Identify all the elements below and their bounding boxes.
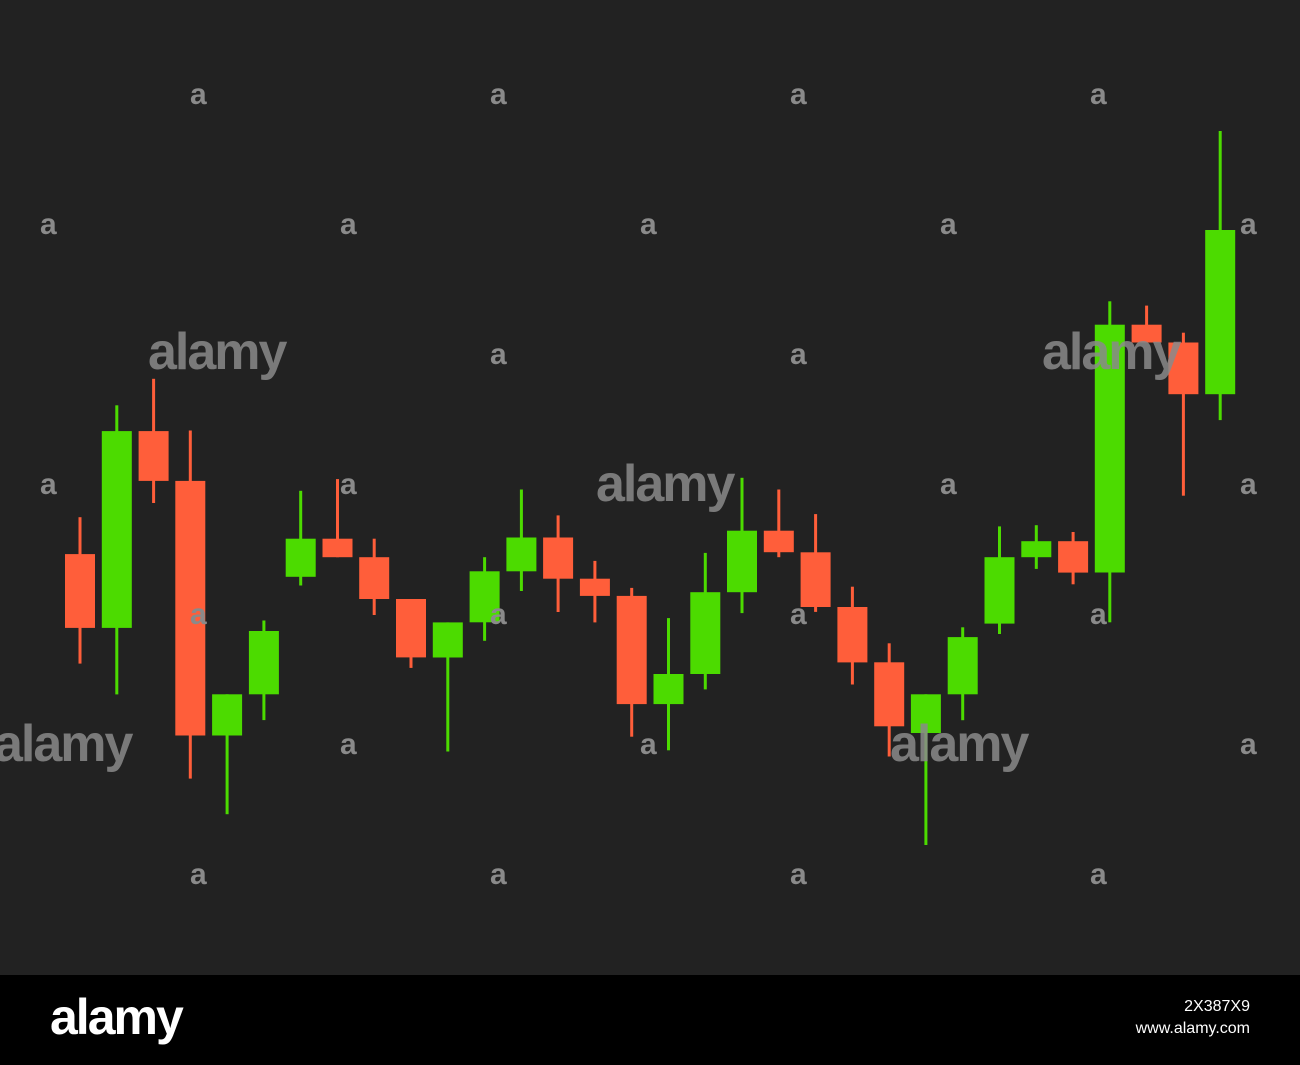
candle xyxy=(616,587,647,737)
footer-site: www.alamy.com xyxy=(1135,1020,1250,1037)
candle-wick xyxy=(1145,305,1149,343)
candle-body xyxy=(837,607,868,663)
candle-body xyxy=(579,578,610,596)
candle-wick xyxy=(299,490,303,586)
footer-bar: alamy 2X387X9 www.alamy.com xyxy=(0,975,1300,1065)
candle xyxy=(212,694,243,815)
candle-body xyxy=(947,637,978,695)
candle xyxy=(1094,301,1125,623)
candle-body xyxy=(101,431,132,628)
candle-body xyxy=(543,537,574,579)
candle xyxy=(984,526,1015,634)
candle-wick xyxy=(225,694,229,815)
candle-wick xyxy=(1181,332,1185,496)
candle xyxy=(579,560,610,623)
candle-body xyxy=(616,595,647,705)
chart-area: a a a a a a a a a a a a a a a a a a a a … xyxy=(0,0,1300,975)
candle-body xyxy=(1168,342,1199,395)
candle xyxy=(1058,532,1089,585)
candlestick-chart xyxy=(65,131,1236,845)
candle-body xyxy=(800,552,831,607)
candle xyxy=(396,599,426,668)
candle xyxy=(432,622,463,752)
candle xyxy=(469,557,500,641)
candle xyxy=(359,538,390,615)
footer-logo: alamy xyxy=(50,989,184,1045)
candle-body xyxy=(138,431,169,481)
candle-body xyxy=(432,622,463,658)
candle xyxy=(947,627,978,721)
candle-body xyxy=(1058,541,1089,573)
candle-body xyxy=(175,480,206,736)
candle-body xyxy=(359,557,390,599)
candle-body xyxy=(65,554,95,628)
candle-wick xyxy=(446,622,450,752)
candle-body xyxy=(690,592,721,674)
candle-body xyxy=(322,538,353,558)
candle-body xyxy=(910,694,941,733)
candle xyxy=(101,405,132,695)
candle-body xyxy=(1021,541,1052,558)
candle xyxy=(506,489,537,591)
candle xyxy=(1168,332,1199,496)
candle-body xyxy=(874,662,905,727)
candle xyxy=(322,479,353,558)
candle-body xyxy=(763,530,794,553)
candle xyxy=(800,514,831,612)
candle xyxy=(727,477,757,614)
candle-wick xyxy=(777,489,781,558)
candle xyxy=(837,586,868,685)
footer-image-id: 2X387X9 xyxy=(1184,998,1250,1015)
candle xyxy=(543,515,574,612)
candle-wick xyxy=(336,479,339,558)
candle xyxy=(1021,525,1052,569)
candle-body xyxy=(396,599,426,658)
candle xyxy=(175,430,206,779)
candle xyxy=(1205,131,1236,421)
candle-body xyxy=(1131,324,1162,343)
candle xyxy=(1131,305,1162,343)
candle-body xyxy=(248,631,279,695)
candle xyxy=(65,517,95,664)
candle-wick xyxy=(924,694,928,845)
candle-body xyxy=(984,557,1015,624)
candle xyxy=(690,552,721,690)
candle-body xyxy=(653,674,684,705)
candle xyxy=(910,694,941,845)
candle xyxy=(138,378,169,503)
candle-body xyxy=(1205,230,1236,395)
candle-body xyxy=(727,530,757,593)
candle-body xyxy=(212,694,243,736)
candle-body xyxy=(506,537,537,572)
candle xyxy=(653,618,684,751)
candle xyxy=(874,643,905,757)
candle-body xyxy=(285,538,316,577)
candle xyxy=(763,489,794,558)
candle xyxy=(248,620,279,721)
candle-body xyxy=(469,571,500,623)
candle xyxy=(285,490,316,586)
candle-body xyxy=(1094,324,1125,573)
